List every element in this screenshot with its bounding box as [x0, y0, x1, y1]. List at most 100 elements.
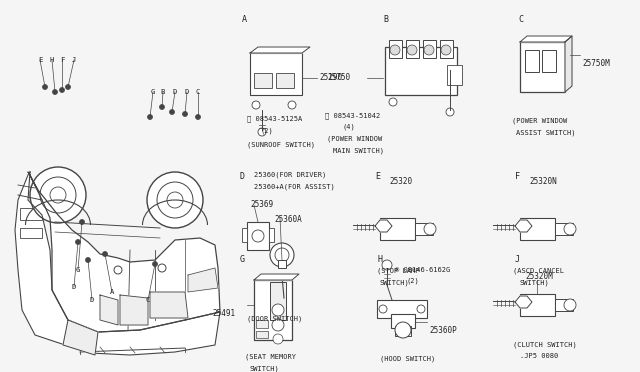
Text: E: E: [38, 57, 42, 63]
Text: MAIN SWITCH): MAIN SWITCH): [333, 148, 384, 154]
Text: (ASCD CANCEL: (ASCD CANCEL: [513, 268, 564, 275]
Text: 25750M: 25750M: [582, 59, 610, 68]
Text: C: C: [196, 89, 200, 95]
Text: Ⓢ 08543-51042: Ⓢ 08543-51042: [325, 112, 380, 119]
Circle shape: [170, 109, 175, 115]
Text: 25360+A(FOR ASSIST): 25360+A(FOR ASSIST): [254, 183, 335, 189]
Text: (2): (2): [407, 278, 420, 285]
Circle shape: [390, 45, 400, 55]
Circle shape: [288, 101, 296, 109]
Text: C: C: [518, 15, 523, 24]
Text: D: D: [173, 89, 177, 95]
Text: (POWER WINDOW: (POWER WINDOW: [327, 136, 382, 142]
Bar: [555, 299, 573, 311]
Text: ® 08146-6162G: ® 08146-6162G: [395, 267, 451, 273]
Circle shape: [147, 115, 152, 119]
Text: (HOOD SWITCH): (HOOD SWITCH): [380, 355, 435, 362]
Circle shape: [407, 45, 417, 55]
Bar: [20, 208, 42, 220]
Circle shape: [424, 223, 436, 235]
Text: G: G: [240, 255, 245, 264]
Text: G: G: [76, 267, 80, 273]
Circle shape: [275, 248, 289, 262]
Text: ASSIST SWITCH): ASSIST SWITCH): [516, 130, 575, 137]
Polygon shape: [65, 312, 220, 355]
Text: SWITCH): SWITCH): [380, 280, 410, 286]
Text: H: H: [377, 255, 382, 264]
Bar: [395, 326, 411, 336]
Text: 25320N: 25320N: [529, 177, 557, 186]
Bar: [440, 40, 453, 58]
Bar: [278, 260, 286, 268]
Polygon shape: [100, 295, 118, 325]
Text: 25360P: 25360P: [429, 326, 457, 335]
Bar: [447, 65, 462, 85]
Bar: [520, 218, 555, 240]
Circle shape: [446, 108, 454, 116]
Circle shape: [395, 322, 411, 338]
Text: F: F: [60, 57, 64, 63]
Text: D: D: [185, 89, 189, 95]
Circle shape: [273, 334, 283, 344]
Bar: [520, 42, 565, 92]
Polygon shape: [28, 172, 220, 332]
Circle shape: [76, 240, 81, 244]
Polygon shape: [188, 268, 218, 292]
Bar: [250, 53, 302, 95]
Bar: [377, 300, 427, 318]
Text: C: C: [146, 297, 150, 303]
Polygon shape: [63, 320, 98, 355]
Bar: [385, 47, 457, 95]
Bar: [555, 223, 573, 235]
Bar: [269, 228, 274, 242]
Bar: [391, 314, 415, 328]
Text: 25320M: 25320M: [525, 272, 553, 281]
Circle shape: [182, 112, 188, 116]
Bar: [247, 222, 269, 250]
Circle shape: [424, 45, 434, 55]
Bar: [270, 282, 286, 320]
Text: J: J: [72, 57, 76, 63]
Polygon shape: [375, 220, 392, 232]
Polygon shape: [150, 292, 188, 318]
Text: A: A: [110, 289, 114, 295]
Polygon shape: [515, 220, 532, 232]
Text: D: D: [90, 297, 94, 303]
Text: (4): (4): [343, 124, 356, 131]
Polygon shape: [15, 172, 68, 345]
Circle shape: [157, 182, 193, 218]
Text: 25360A: 25360A: [274, 215, 301, 224]
Circle shape: [441, 45, 451, 55]
Circle shape: [272, 319, 284, 331]
Bar: [423, 40, 436, 58]
Bar: [256, 331, 268, 338]
Polygon shape: [254, 274, 299, 280]
Text: A: A: [242, 15, 247, 24]
Bar: [525, 50, 539, 72]
Text: (SUNROOF SWITCH): (SUNROOF SWITCH): [247, 142, 315, 148]
Bar: [20, 228, 42, 238]
Polygon shape: [250, 47, 310, 53]
Text: F: F: [515, 172, 520, 181]
Circle shape: [159, 105, 164, 109]
Circle shape: [65, 84, 70, 90]
Circle shape: [86, 257, 90, 263]
Circle shape: [195, 115, 200, 119]
Circle shape: [270, 243, 294, 267]
Text: (CLUTCH SWITCH): (CLUTCH SWITCH): [513, 342, 577, 349]
Circle shape: [102, 251, 108, 257]
Circle shape: [167, 192, 183, 208]
Circle shape: [258, 128, 266, 136]
Text: SWITCH): SWITCH): [520, 280, 550, 286]
Circle shape: [379, 305, 387, 313]
Bar: [242, 228, 247, 242]
Circle shape: [147, 172, 203, 228]
Text: (POWER WINDOW: (POWER WINDOW: [512, 118, 567, 125]
Text: J: J: [515, 255, 520, 264]
Circle shape: [252, 101, 260, 109]
Circle shape: [564, 223, 576, 235]
Circle shape: [114, 266, 122, 274]
Text: 25369: 25369: [250, 200, 273, 209]
Polygon shape: [515, 296, 532, 308]
Text: (SEAT MEMORY: (SEAT MEMORY: [245, 354, 296, 360]
